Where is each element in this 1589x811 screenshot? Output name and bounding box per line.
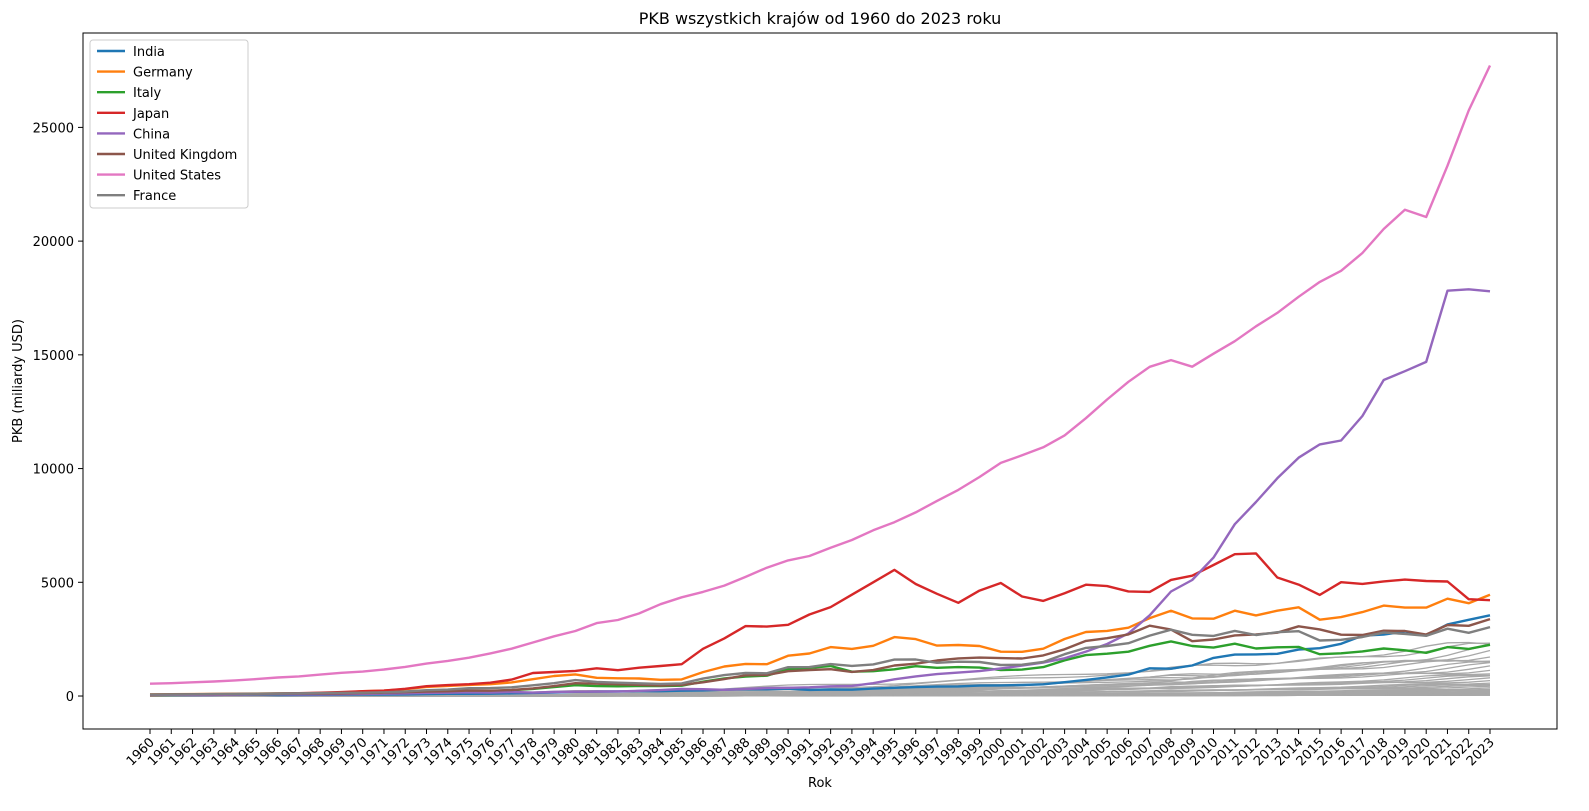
y-axis: 0 5000 10000 15000 20000 25000	[33, 121, 83, 705]
series-line-japan	[149, 552, 1491, 697]
legend-label: Italy	[133, 86, 162, 101]
chart-title: PKB wszystkich krajów od 1960 do 2023 ro…	[639, 9, 1002, 28]
series-line-united-states	[149, 64, 1492, 685]
legend-label: France	[133, 189, 176, 204]
y-tick-label: 25000	[33, 121, 74, 136]
legend-label: United States	[133, 169, 221, 184]
y-tick-label: 10000	[33, 463, 74, 478]
plot-frame	[82, 32, 1558, 730]
legend-box	[89, 39, 249, 209]
highlighted-series-lines	[149, 64, 1492, 697]
x-axis-label: Rok	[808, 776, 832, 791]
series-line-united-kingdom	[149, 617, 1491, 696]
y-tick-label: 0	[66, 690, 74, 705]
legend: India Germany Italy Japan China United Kingdo…	[89, 39, 249, 209]
legend-label: India	[133, 45, 165, 60]
legend-label: United Kingdom	[133, 148, 237, 163]
x-axis: 1960196119621963196419651966196719681969…	[124, 729, 1498, 769]
series-line-france	[149, 625, 1491, 696]
y-tick-label: 5000	[41, 576, 74, 591]
series-line-india	[149, 614, 1491, 697]
background-country-lines	[149, 641, 1491, 697]
series-line-china	[149, 288, 1491, 697]
y-tick-label: 15000	[33, 349, 74, 364]
y-axis-label: PKB (miliardy USD)	[11, 319, 26, 443]
legend-label: Germany	[133, 66, 193, 81]
legend-label: Japan	[132, 107, 169, 122]
y-tick-label: 20000	[33, 235, 74, 250]
legend-label: China	[133, 127, 170, 142]
